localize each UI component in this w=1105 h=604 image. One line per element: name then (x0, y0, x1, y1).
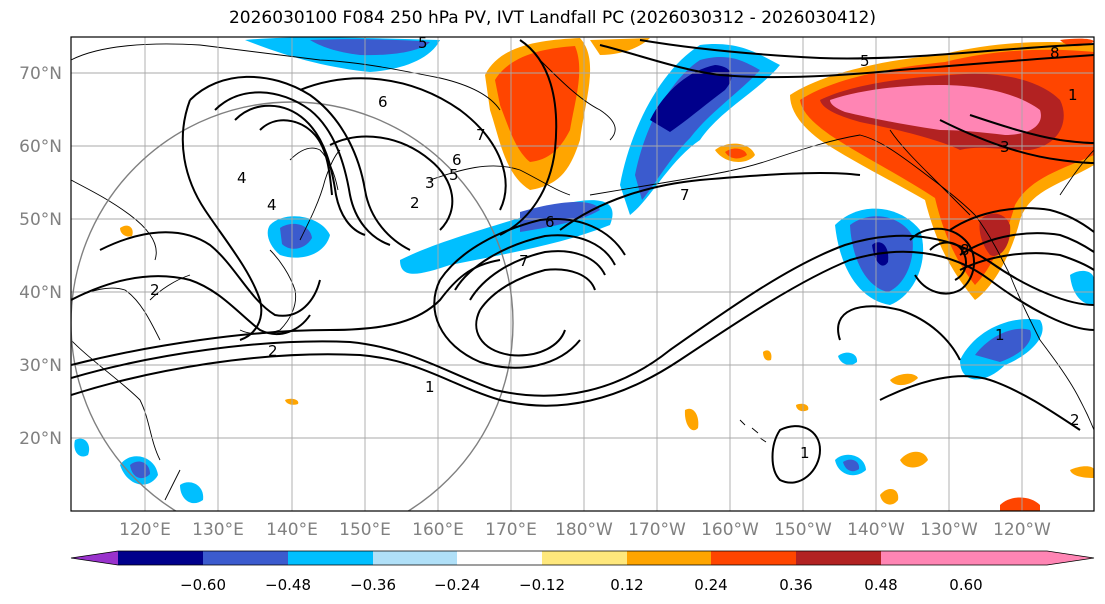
lon-label: 140°E (266, 520, 318, 540)
colorbar-segment (542, 551, 627, 565)
lon-label: 150°E (339, 520, 391, 540)
pv-contours (71, 39, 1094, 484)
contour-label: 2 (268, 342, 278, 360)
contour-label: 2 (410, 194, 420, 212)
contour-label: 3 (1000, 138, 1010, 156)
contour-label: 2 (150, 281, 160, 299)
plot-title: 2026030100 F084 250 hPa PV, IVT Landfall… (228, 8, 876, 28)
colorbar-low-extend (71, 551, 118, 565)
colorbar-outline (70, 550, 1095, 566)
colorbar-tick-label: −0.12 (519, 576, 565, 594)
contour-label: 3 (425, 174, 435, 192)
lon-label: 170°E (485, 520, 537, 540)
lat-label: 60°N (19, 137, 62, 157)
colorbar-tick-label: 0.24 (694, 576, 727, 594)
lon-label: 120°W (993, 520, 1051, 540)
colorbar-segment (457, 551, 542, 565)
lon-label: 130°E (192, 520, 244, 540)
lat-label: 50°N (19, 210, 62, 230)
pc-shading (74, 37, 1094, 511)
contour-label: 6 (452, 151, 462, 169)
latitude-labels: 70°N 60°N 50°N 40°N 30°N 20°N (19, 64, 62, 449)
colorbar-segment (881, 551, 966, 565)
contour-label: 4 (267, 196, 277, 214)
colorbar-tick-label: 0.12 (610, 576, 643, 594)
contour-label: 1 (800, 444, 810, 462)
colorbar-tick-label: −0.60 (180, 576, 226, 594)
lat-label: 40°N (19, 283, 62, 303)
lon-label: 160°W (701, 520, 759, 540)
colorbar-tick-label: 0.36 (779, 576, 812, 594)
longitude-labels: 120°E 130°E 140°E 150°E 160°E 170°E 180°… (119, 520, 1051, 540)
colorbar-tick-label: −0.36 (350, 576, 396, 594)
lon-label: 140°W (847, 520, 905, 540)
contour-label: 1 (425, 378, 435, 396)
lat-label: 30°N (19, 356, 62, 376)
colorbar-tick-label: 0.48 (864, 576, 897, 594)
contour-label: 2 (1070, 411, 1080, 429)
contour-label: 6 (545, 213, 555, 231)
colorbar-tick-label: −0.48 (265, 576, 311, 594)
lon-label: 150°W (774, 520, 832, 540)
lat-label: 70°N (19, 64, 62, 84)
lon-label: 170°W (628, 520, 686, 540)
colorbar-segment (627, 551, 711, 565)
contour-label: 6 (378, 93, 388, 111)
colorbar-segment (373, 551, 457, 565)
contour-label: 5 (860, 52, 870, 70)
contour-labels: 5 6 7 6 5 4 3 2 4 2 2 1 7 6 7 5 3 8 8 1 … (150, 34, 1080, 462)
map-border (70, 36, 1095, 512)
contour-label: 5 (449, 166, 459, 184)
colorbar-segment (288, 551, 373, 565)
colorbar-segment (203, 551, 288, 565)
colorbar-tick-label: 0.60 (949, 576, 982, 594)
contour-label: 7 (476, 126, 486, 144)
graticule (71, 37, 1094, 511)
lon-label: 160°E (412, 520, 464, 540)
contour-label: 8 (1050, 44, 1060, 62)
contour-label: 7 (680, 186, 690, 204)
contour-label: 7 (519, 252, 529, 270)
contour-label: 8 (960, 241, 970, 259)
contour-label: 4 (237, 169, 247, 187)
contour-label: 1 (995, 326, 1005, 344)
lon-label: 130°W (920, 520, 978, 540)
colorbar: −0.60 −0.48 −0.36 −0.24 −0.12 0.12 0.24 … (70, 550, 1095, 594)
lat-label: 20°N (19, 429, 62, 449)
colorbar-segment (711, 551, 796, 565)
colorbar-segment (796, 551, 881, 565)
colorbar-high-extend (966, 551, 1094, 565)
colorbar-tick-label: −0.24 (434, 576, 480, 594)
lon-label: 180°W (555, 520, 613, 540)
reference-circle (71, 101, 514, 511)
lon-label: 120°E (119, 520, 171, 540)
colorbar-segment (118, 551, 203, 565)
contour-label: 5 (418, 34, 428, 52)
contour-label: 1 (1068, 86, 1078, 104)
